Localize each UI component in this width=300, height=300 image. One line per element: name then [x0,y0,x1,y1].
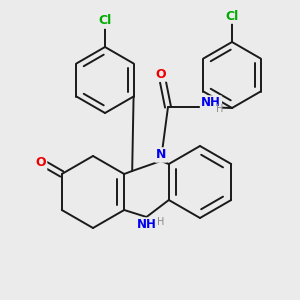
Text: H: H [216,104,224,114]
Text: Cl: Cl [225,10,239,22]
Text: Cl: Cl [98,14,112,28]
Text: O: O [35,157,46,169]
Text: NH: NH [136,218,156,232]
Text: NH: NH [201,97,221,110]
Text: H: H [157,217,164,227]
Text: O: O [156,68,166,80]
Text: N: N [156,148,166,161]
